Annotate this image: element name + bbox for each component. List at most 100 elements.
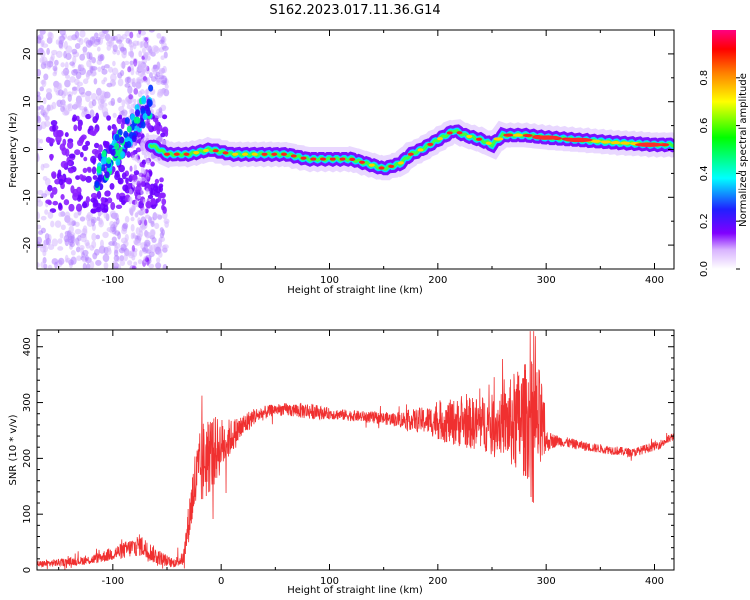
spectrogram-speckle bbox=[64, 79, 71, 88]
spectrogram-hotspot bbox=[388, 164, 395, 168]
spectrogram-speckle bbox=[90, 216, 97, 224]
spectrogram-speckle bbox=[67, 94, 72, 102]
spectrogram-speckle bbox=[102, 231, 109, 239]
spectrogram-hotspot bbox=[398, 161, 404, 165]
spectrogram-speckle bbox=[156, 257, 161, 264]
spectrogram-speckle bbox=[65, 52, 72, 61]
spectrogram-speckle bbox=[77, 196, 82, 202]
spectrogram-speckle bbox=[99, 90, 107, 99]
spectrogram-speckle bbox=[156, 32, 162, 39]
spectrogram-speckle bbox=[95, 259, 102, 266]
spectrogram-speckle bbox=[129, 106, 133, 115]
spectrogram-speckle bbox=[109, 183, 115, 190]
spectrogram-hotspot bbox=[437, 137, 443, 141]
spectrogram-speckle bbox=[59, 143, 66, 151]
spectrogram-xlabel: Height of straight line (km) bbox=[287, 285, 423, 296]
spectrogram-speckle bbox=[44, 209, 49, 215]
spectrogram-speckle bbox=[121, 99, 126, 108]
spectrogram-speckle bbox=[100, 196, 106, 203]
spectrogram-speckle bbox=[122, 222, 129, 230]
spectrogram-speckle bbox=[77, 123, 82, 132]
spectrogram-speckle bbox=[142, 162, 146, 168]
spectrogram-speckle bbox=[104, 141, 110, 148]
colorbar-tick-label: 0.8 bbox=[699, 70, 710, 86]
spectrogram-speckle bbox=[141, 47, 146, 54]
spectrogram-speckle bbox=[91, 240, 97, 249]
spectrogram-speckle bbox=[94, 181, 100, 189]
spectrogram-speckle bbox=[101, 68, 108, 75]
spectrogram-speckle bbox=[112, 112, 117, 118]
spectrogram-speckle bbox=[104, 171, 110, 179]
spectrogram-hotspot bbox=[368, 163, 375, 167]
spectrogram-speckle bbox=[102, 30, 109, 35]
snr-xtick-label: 100 bbox=[320, 576, 339, 587]
spectrogram-speckle bbox=[95, 36, 101, 43]
colorbar-tick-label: 0.4 bbox=[699, 165, 710, 181]
spectrogram-speckle bbox=[79, 216, 86, 222]
spectrogram-speckle bbox=[78, 174, 84, 180]
spectrogram-speckle bbox=[130, 216, 135, 222]
spectrogram-xtick-label: 400 bbox=[645, 275, 664, 286]
spectrogram-speckle bbox=[96, 166, 102, 174]
snr-xtick-label: 300 bbox=[537, 576, 556, 587]
spectrogram-ytick-label: 20 bbox=[22, 48, 33, 61]
spectrogram-speckle bbox=[92, 42, 99, 47]
spectrogram-speckle bbox=[59, 30, 66, 36]
spectrogram-speckle bbox=[163, 51, 168, 59]
colorbar-gradient bbox=[712, 30, 736, 269]
spectrogram-speckle bbox=[68, 153, 76, 159]
spectrogram-speckle bbox=[58, 257, 65, 265]
spectrogram-speckle bbox=[89, 109, 95, 118]
spectrogram-speckle bbox=[140, 176, 146, 182]
spectrogram-speckle bbox=[134, 154, 139, 162]
spectrogram-hotspot bbox=[281, 152, 287, 156]
spectrogram-speckle bbox=[130, 210, 134, 217]
spectrogram-speckle bbox=[154, 123, 160, 131]
spectrogram-speckle bbox=[115, 204, 123, 210]
spectrogram-speckle bbox=[40, 261, 45, 268]
spectrogram-speckle bbox=[91, 232, 97, 242]
snr-series-line bbox=[37, 331, 674, 570]
spectrogram-speckle bbox=[119, 46, 127, 52]
spectrogram-speckle bbox=[128, 188, 133, 196]
spectrogram-speckle bbox=[47, 244, 55, 251]
spectrogram-speckle bbox=[98, 144, 103, 153]
spectrogram-speckle bbox=[81, 201, 88, 209]
spectrogram-speckle bbox=[39, 30, 44, 37]
spectrogram-speckle bbox=[67, 140, 74, 149]
spectrogram-speckle bbox=[38, 230, 44, 235]
spectrogram-speckle bbox=[82, 46, 88, 53]
spectrogram-hotspot bbox=[349, 157, 356, 161]
spectrogram-speckle bbox=[87, 167, 92, 173]
spectrogram-speckle bbox=[82, 78, 89, 85]
spectrogram-speckle bbox=[58, 211, 63, 217]
spectrogram-speckle bbox=[117, 72, 123, 79]
spectrogram-speckle bbox=[121, 34, 128, 40]
spectrogram-speckle bbox=[161, 204, 165, 211]
spectrogram-speckle bbox=[45, 92, 53, 101]
spectrogram-speckle bbox=[57, 238, 63, 245]
spectrogram-speckle bbox=[159, 177, 164, 183]
spectrogram-speckle bbox=[57, 246, 64, 251]
spectrogram-speckle bbox=[78, 64, 84, 71]
snr-xtick-label: 200 bbox=[428, 576, 447, 587]
spectrogram-speckle bbox=[93, 142, 100, 149]
spectrogram-speckle bbox=[37, 211, 41, 220]
spectrogram-speckle bbox=[96, 190, 102, 200]
spectrogram-speckle bbox=[129, 44, 134, 53]
spectrogram-speckle bbox=[82, 262, 87, 269]
spectrogram-speckle bbox=[85, 140, 91, 147]
spectrogram-speckle bbox=[82, 144, 89, 152]
spectrogram-speckle bbox=[114, 260, 119, 268]
spectrogram-speckle bbox=[69, 241, 75, 248]
snr-xtick-label: -100 bbox=[101, 576, 124, 587]
spectrogram-speckle bbox=[147, 194, 154, 200]
spectrogram-speckle bbox=[115, 217, 120, 225]
spectrogram-speckle bbox=[74, 30, 80, 39]
spectrogram-speckle bbox=[114, 242, 121, 249]
snr-ytick-label: 400 bbox=[22, 337, 33, 356]
spectrogram-speckle bbox=[137, 259, 143, 265]
spectrogram-speckle bbox=[51, 238, 58, 247]
spectrogram-speckle bbox=[37, 236, 43, 245]
spectrogram-speckle bbox=[82, 249, 89, 256]
